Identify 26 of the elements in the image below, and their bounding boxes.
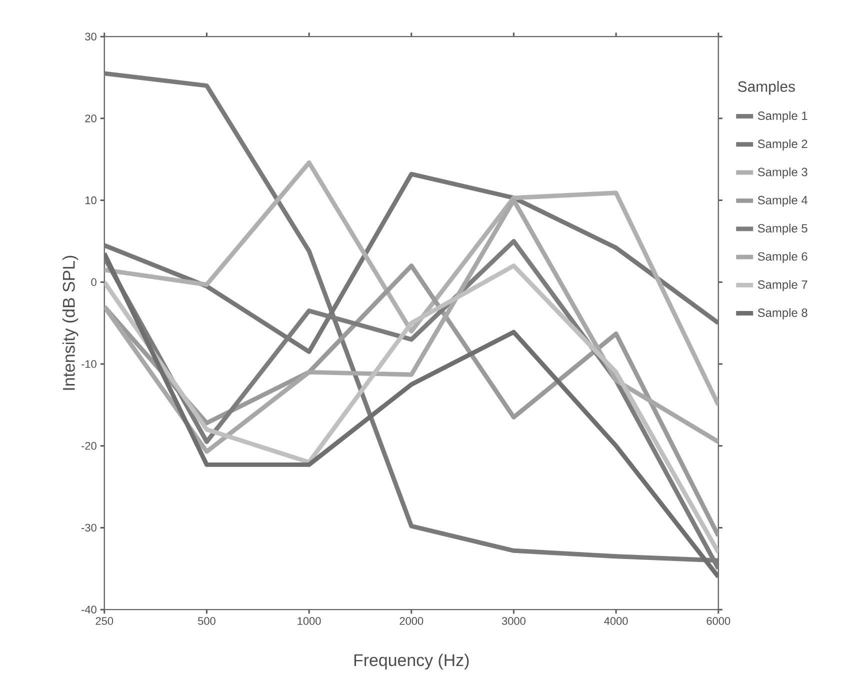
y-tick-label: -20 xyxy=(82,442,96,450)
x-tick-label: 1000 xyxy=(298,617,321,625)
y-tick-label: -10 xyxy=(82,360,96,368)
y-tick-label: 20 xyxy=(85,114,96,122)
y-tick-label: -40 xyxy=(82,606,96,614)
legend-label: Sample 7 xyxy=(758,280,808,292)
y-tick-label: 10 xyxy=(86,196,96,204)
x-axis-title: Frequency (Hz) xyxy=(354,654,469,670)
legend-title: Samples xyxy=(738,80,795,95)
legend-label: Sample 5 xyxy=(758,224,808,235)
legend-label: Sample 4 xyxy=(758,196,808,207)
legend-label: Sample 6 xyxy=(758,252,808,264)
x-tick-label: 6000 xyxy=(706,617,730,625)
legend-label: Sample 3 xyxy=(758,167,808,179)
y-axis-title: Intensity (dB SPL) xyxy=(62,256,78,390)
x-tick-label: 3000 xyxy=(502,617,526,625)
y-tick-label: -30 xyxy=(82,524,96,532)
x-tick-label: 2000 xyxy=(400,617,424,625)
y-tick-label: 0 xyxy=(91,278,96,286)
x-tick-label: 4000 xyxy=(604,617,628,625)
legend-label: Sample 8 xyxy=(758,308,808,320)
legend-label: Sample 1 xyxy=(758,111,808,122)
x-tick-label: 250 xyxy=(96,617,114,625)
legend-label: Sample 2 xyxy=(758,139,808,150)
x-tick-label: 500 xyxy=(198,617,216,625)
y-tick-label: 30 xyxy=(85,32,96,40)
